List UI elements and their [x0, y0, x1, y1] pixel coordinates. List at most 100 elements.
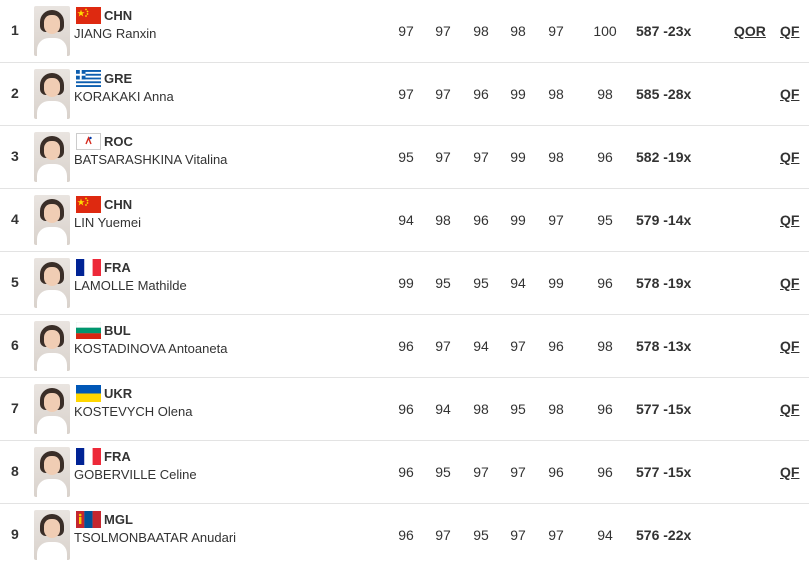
table-row[interactable]: 3 ROC BATSARASHKINA Vitalina 95 97 97 99 98 96 58… [0, 126, 809, 189]
series-score: 97 [435, 527, 451, 543]
chn-flag-icon [76, 196, 101, 213]
athlete-name[interactable]: KORAKAKI Anna [74, 89, 174, 104]
rank: 9 [11, 526, 19, 542]
table-row[interactable]: 9 MGL TSOLMONBAATAR Anudari 96 97 95 97 97 94 576… [0, 504, 809, 566]
series-score: 95 [510, 401, 526, 417]
series-score: 95 [473, 527, 489, 543]
athlete-name[interactable]: GOBERVILLE Celine [74, 467, 197, 482]
series-score: 96 [597, 275, 613, 291]
rank: 8 [11, 463, 19, 479]
bul-flag-icon [76, 322, 101, 339]
athlete-photo [34, 132, 70, 182]
series-score: 99 [510, 86, 526, 102]
series-score: 98 [510, 23, 526, 39]
noc-code: ROC [104, 134, 133, 149]
total-score: 578 -19x [636, 275, 692, 291]
total-score: 577 -15x [636, 464, 692, 480]
series-score: 94 [597, 527, 613, 543]
total-score: 577 -15x [636, 401, 692, 417]
noc-code: UKR [104, 386, 133, 401]
series-score: 98 [473, 23, 489, 39]
qualification-badge[interactable]: QF [780, 401, 800, 417]
athlete-name[interactable]: BATSARASHKINA Vitalina [74, 152, 228, 167]
total-score: 582 -19x [636, 149, 692, 165]
series-score: 96 [597, 401, 613, 417]
noc-code: FRA [104, 260, 131, 275]
series-score: 96 [398, 338, 414, 354]
qualification-badge[interactable]: QF [780, 149, 800, 165]
qualification-badge[interactable]: QF [780, 212, 800, 228]
series-score: 99 [510, 149, 526, 165]
rank: 5 [11, 274, 19, 290]
series-score: 94 [398, 212, 414, 228]
noc-code: GRE [104, 71, 133, 86]
noc-code: MGL [104, 512, 133, 527]
series-score: 97 [398, 86, 414, 102]
record-badge[interactable]: QOR [734, 23, 766, 39]
rank: 3 [11, 148, 19, 164]
athlete-name[interactable]: TSOLMONBAATAR Anudari [74, 530, 237, 545]
noc-code: FRA [104, 449, 131, 464]
series-score: 95 [597, 212, 613, 228]
table-row[interactable]: 5 FRA LAMOLLE Mathilde 99 95 95 94 99 96 578 -19x… [0, 252, 809, 315]
table-row[interactable]: 1 CHN JIANG Ranxin 97 97 98 98 97 100 587 -23x QOR… [0, 0, 809, 63]
series-score: 96 [473, 86, 489, 102]
series-score: 98 [597, 86, 613, 102]
rank: 1 [11, 22, 19, 38]
athlete-photo [34, 510, 70, 560]
athlete-photo [34, 69, 70, 119]
qualification-badge[interactable]: QF [780, 275, 800, 291]
noc-code: BUL [104, 323, 131, 338]
noc-code: CHN [104, 8, 133, 23]
series-score: 100 [593, 23, 617, 39]
athlete-photo [34, 258, 70, 308]
series-score: 96 [398, 401, 414, 417]
athlete-photo [34, 6, 70, 56]
series-score: 94 [435, 401, 451, 417]
noc-code: CHN [104, 197, 133, 212]
series-score: 97 [473, 464, 489, 480]
table-row[interactable]: 6 BUL KOSTADINOVA Antoaneta 96 97 94 97 96 98 578… [0, 315, 809, 378]
total-score: 585 -28x [636, 86, 692, 102]
gre-flag-icon [76, 70, 101, 87]
rank: 7 [11, 400, 19, 416]
table-row[interactable]: 4 CHN LIN Yuemei 94 98 96 99 97 95 579 -14x QF [0, 189, 809, 252]
series-score: 98 [548, 401, 564, 417]
series-score: 99 [510, 212, 526, 228]
series-score: 97 [398, 23, 414, 39]
athlete-photo [34, 195, 70, 245]
series-score: 96 [548, 338, 564, 354]
series-score: 96 [597, 149, 613, 165]
series-score: 98 [597, 338, 613, 354]
series-score: 96 [473, 212, 489, 228]
qualification-badge[interactable]: QF [780, 86, 800, 102]
series-score: 97 [510, 464, 526, 480]
rank: 2 [11, 85, 19, 101]
table-row[interactable]: 8 FRA GOBERVILLE Celine 96 95 97 97 96 96 577 -15… [0, 441, 809, 504]
series-score: 99 [548, 275, 564, 291]
series-score: 97 [435, 338, 451, 354]
roc-flag-icon [76, 133, 101, 150]
fra-flag-icon [76, 259, 101, 276]
series-score: 95 [435, 275, 451, 291]
rank: 6 [11, 337, 19, 353]
qualification-badge[interactable]: QF [780, 464, 800, 480]
series-score: 97 [548, 23, 564, 39]
athlete-name[interactable]: LAMOLLE Mathilde [74, 278, 187, 293]
athlete-name[interactable]: JIANG Ranxin [74, 26, 157, 41]
table-row[interactable]: 2 GRE KORAKAKI Anna 97 97 96 99 98 98 585 -28x QF [0, 63, 809, 126]
series-score: 97 [435, 149, 451, 165]
athlete-name[interactable]: LIN Yuemei [74, 215, 141, 230]
qualification-badge[interactable]: QF [780, 338, 800, 354]
fra-flag-icon [76, 448, 101, 465]
series-score: 96 [548, 464, 564, 480]
series-score: 99 [398, 275, 414, 291]
series-score: 97 [473, 149, 489, 165]
series-score: 98 [548, 149, 564, 165]
series-score: 95 [398, 149, 414, 165]
athlete-name[interactable]: KOSTEVYCH Olena [74, 404, 193, 419]
athlete-name[interactable]: KOSTADINOVA Antoaneta [74, 341, 228, 356]
table-row[interactable]: 7 UKR KOSTEVYCH Olena 96 94 98 95 98 96 577 -15x Q… [0, 378, 809, 441]
qualification-badge[interactable]: QF [780, 23, 800, 39]
series-score: 96 [398, 527, 414, 543]
